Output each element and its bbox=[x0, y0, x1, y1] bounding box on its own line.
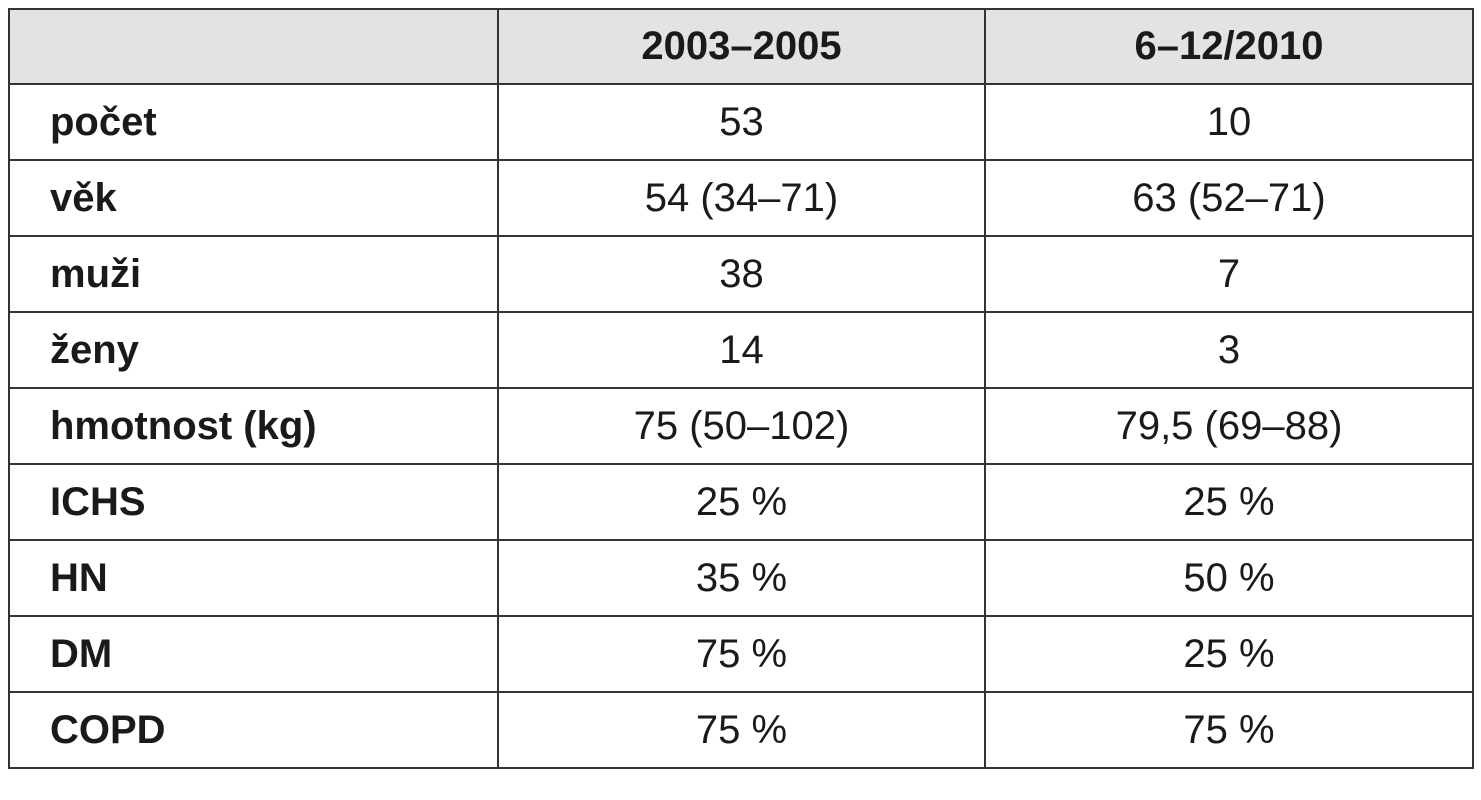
table-row: COPD 75 % 75 % bbox=[8, 691, 1474, 769]
table-row: věk 54 (34–71) 63 (52–71) bbox=[8, 159, 1474, 237]
column-header: 6–12/2010 bbox=[984, 8, 1474, 85]
table-cell: 79,5 (69–88) bbox=[984, 387, 1474, 465]
table-cell: 10 bbox=[984, 83, 1474, 161]
row-label: muži bbox=[8, 235, 499, 313]
header-row: 2003–2005 6–12/2010 bbox=[8, 8, 1474, 85]
table-row: HN 35 % 50 % bbox=[8, 539, 1474, 617]
table-cell: 54 (34–71) bbox=[497, 159, 986, 237]
table-cell: 50 % bbox=[984, 539, 1474, 617]
table-cell: 53 bbox=[497, 83, 986, 161]
table-cell: 63 (52–71) bbox=[984, 159, 1474, 237]
table-cell: 25 % bbox=[984, 615, 1474, 693]
row-label: DM bbox=[8, 615, 499, 693]
row-label: HN bbox=[8, 539, 499, 617]
table-row: ICHS 25 % 25 % bbox=[8, 463, 1474, 541]
table-cell: 25 % bbox=[497, 463, 986, 541]
row-label: hmotnost (kg) bbox=[8, 387, 499, 465]
table-cell: 75 (50–102) bbox=[497, 387, 986, 465]
table-row: DM 75 % 25 % bbox=[8, 615, 1474, 693]
table-row: muži 38 7 bbox=[8, 235, 1474, 313]
column-header: 2003–2005 bbox=[497, 8, 986, 85]
data-table: 2003–2005 6–12/2010 počet 53 10 věk 54 (34–71… bbox=[8, 8, 1474, 769]
row-label: COPD bbox=[8, 691, 499, 769]
table-row: hmotnost (kg) 75 (50–102) 79,5 (69–88) bbox=[8, 387, 1474, 465]
table-cell: 75 % bbox=[497, 691, 986, 769]
table-body: počet 53 10 věk 54 (34–71) 63 (52–71) muži 38 7 ž… bbox=[8, 83, 1474, 769]
table-cell: 35 % bbox=[497, 539, 986, 617]
corner-cell bbox=[8, 8, 499, 85]
row-label: věk bbox=[8, 159, 499, 237]
table-row: počet 53 10 bbox=[8, 83, 1474, 161]
table-row: ženy 14 3 bbox=[8, 311, 1474, 389]
table-cell: 25 % bbox=[984, 463, 1474, 541]
table-cell: 38 bbox=[497, 235, 986, 313]
table-cell: 3 bbox=[984, 311, 1474, 389]
table-cell: 75 % bbox=[497, 615, 986, 693]
row-label: ženy bbox=[8, 311, 499, 389]
table-head: 2003–2005 6–12/2010 bbox=[8, 8, 1474, 85]
table-cell: 14 bbox=[497, 311, 986, 389]
table-cell: 7 bbox=[984, 235, 1474, 313]
row-label: počet bbox=[8, 83, 499, 161]
table-cell: 75 % bbox=[984, 691, 1474, 769]
row-label: ICHS bbox=[8, 463, 499, 541]
